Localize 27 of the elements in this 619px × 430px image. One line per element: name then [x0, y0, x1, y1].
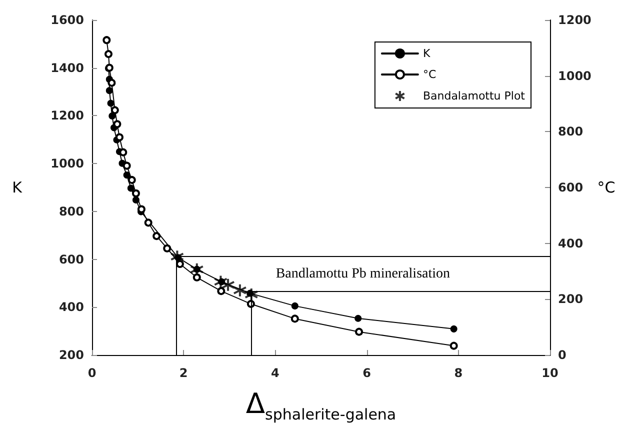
- x-tick-label: 8: [454, 366, 463, 380]
- y2-tick-label: 1000: [558, 68, 592, 83]
- y-tick-label: 400: [58, 300, 84, 314]
- y2-tick-label: 1200: [558, 13, 592, 27]
- x-tick-label: 2: [179, 366, 188, 380]
- y-tick-label: 800: [58, 204, 84, 218]
- y-tick-label: 1200: [50, 108, 84, 123]
- y2-tick-label: 200: [558, 292, 584, 306]
- y2-tick-label: 800: [558, 124, 584, 139]
- x-tick-label: 4: [271, 366, 280, 380]
- x-tick-label: 0: [88, 366, 96, 380]
- x-tick-label: 6: [362, 366, 371, 380]
- annotation: Bandlamottu Pb mineralisation: [276, 266, 450, 282]
- y2-axis-title: °C: [597, 178, 616, 196]
- y-tick-label: 1400: [50, 60, 84, 75]
- legend-label: Bandalamottu Plot: [422, 90, 526, 102]
- y-tick-label: 200: [58, 348, 84, 362]
- y2-tick-label: 0: [558, 348, 566, 362]
- y-tick-label: 1600: [50, 13, 84, 27]
- x-tick-label: 10: [542, 366, 558, 380]
- y-tick-label: 1000: [50, 156, 84, 171]
- legend-label: K: [422, 47, 431, 60]
- y2-tick-label: 400: [558, 236, 584, 250]
- y-tick-label: 600: [58, 252, 84, 266]
- y2-tick-label: 600: [558, 180, 584, 194]
- y-axis-title: K: [12, 178, 24, 196]
- legend-label: °C: [422, 68, 436, 81]
